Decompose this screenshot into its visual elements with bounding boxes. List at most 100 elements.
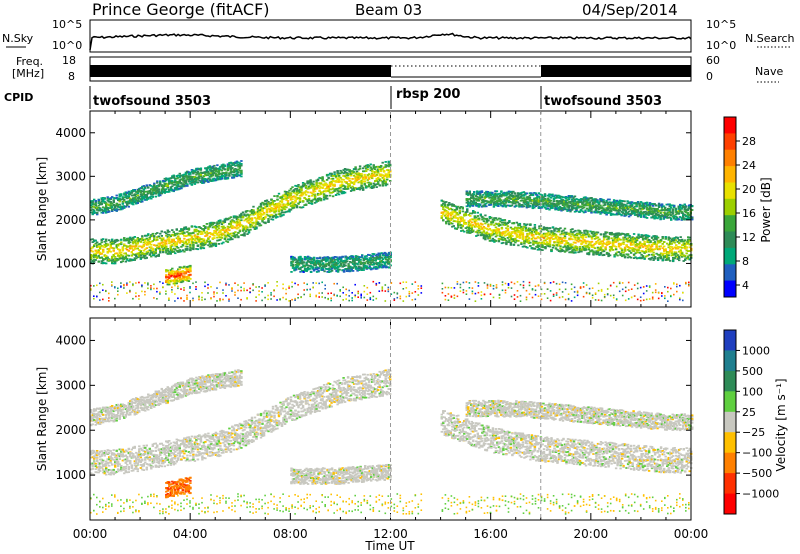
power-cell [196,237,200,240]
power-cell [286,200,290,202]
power-cell [99,251,102,254]
power-cell [102,250,105,253]
power-cell [252,213,255,216]
power-cell [201,233,204,235]
power-cell [319,186,323,189]
power-cell [135,255,138,258]
power-cell [216,164,219,167]
power-cell [283,193,287,196]
power-cell [226,234,230,237]
power-cell [118,248,121,251]
power-cell [102,238,105,240]
power-cell [192,231,195,234]
power-cell [145,256,148,259]
power-cell [521,229,525,232]
power-cell [105,244,108,247]
power-cell [228,229,231,232]
power-cell [375,173,378,176]
power-cell [103,197,106,200]
power-cell [282,194,285,197]
power-cell [446,214,449,217]
power-cell [265,205,269,207]
power-cell [553,241,556,244]
power-cell [166,231,169,233]
power-cell [322,196,326,199]
power-cell [139,251,142,254]
power-cell [288,203,291,206]
power-cell [295,205,299,207]
power-cell [148,240,151,243]
power-cell [183,237,186,240]
power-cell [303,196,306,199]
power-cell [574,241,577,244]
power-cell [264,200,267,202]
power-cell [115,245,118,248]
power-cell [303,192,306,194]
power-cell [93,245,96,248]
power-cell [279,203,282,206]
power-cell [283,195,287,198]
power-cell [265,199,269,202]
power-cell [99,245,102,248]
power-cell [487,219,490,222]
power-cell [99,243,102,245]
power-cell [243,233,246,236]
power-cell [105,240,108,242]
power-cell [274,204,278,207]
power-cell [159,194,162,197]
power-cell [354,166,357,169]
power-cell [368,265,371,268]
power-cell [286,202,290,205]
power-cell [237,231,240,234]
power-cell [318,176,321,179]
power-cell [148,253,151,256]
power-cell [204,243,207,246]
power-cell [97,251,100,254]
power-cell [220,225,224,228]
power-cell [380,170,383,173]
power-cell [307,199,311,202]
power-cell [268,203,272,206]
power-cell [270,209,273,212]
power-cell [195,228,198,231]
power-cell [231,235,234,237]
power-cell [207,244,210,247]
power-cell [318,193,321,196]
power-cell [295,189,299,192]
power-cell [202,244,206,247]
power-cell [135,247,138,250]
power-cell [199,230,203,233]
power-cell [108,210,111,213]
power-cell [271,207,275,210]
power-cell [313,188,317,190]
power-cell [196,170,200,173]
power-cell [172,234,175,236]
noise-panel-frame [89,19,692,53]
power-cell [204,227,207,230]
power-cell [365,265,368,268]
power-cell [321,177,324,180]
power-cell [541,234,544,237]
power-cell [217,236,221,239]
power-cell [132,253,135,255]
power-cell [312,189,315,192]
power-cell [249,226,252,229]
power-cell [235,218,239,221]
power-cell [253,213,257,215]
power-cell [346,187,350,190]
power-cell [91,250,94,253]
power-cell [204,226,207,228]
noise-right-tick-top: 10^5 [706,18,736,31]
power-cell [216,234,219,236]
power-cell [124,244,127,247]
power-cell [94,254,97,257]
power-cell [90,261,93,264]
power-cell [562,233,565,236]
power-cell [124,256,127,259]
power-cell [114,256,117,258]
power-cell [497,228,501,231]
power-cell [136,202,139,204]
power-cell [250,212,254,214]
power-cell [165,247,168,249]
power-cell [261,219,264,222]
